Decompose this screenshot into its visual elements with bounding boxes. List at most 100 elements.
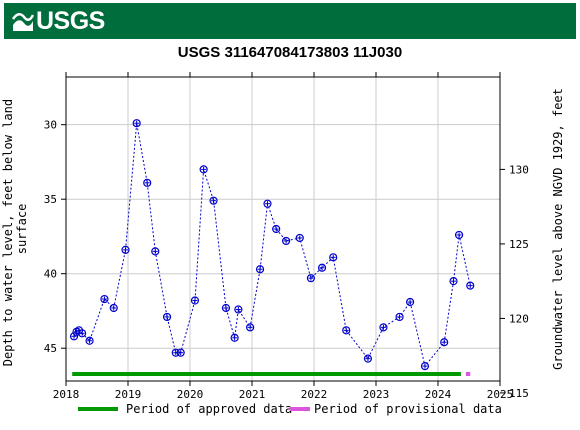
data-point-circle <box>306 274 315 283</box>
data-point-circle <box>69 332 79 341</box>
x-tick-label: 2025 <box>487 388 514 401</box>
data-point-circle <box>342 326 351 335</box>
data-point-circle <box>317 263 327 272</box>
data-point-circle <box>162 312 172 322</box>
x-tick-label: 2022 <box>301 388 328 401</box>
data-point-circle <box>234 305 243 314</box>
x-tick-label: 2020 <box>177 388 204 401</box>
data-point-circle <box>121 245 130 254</box>
data-point <box>379 323 388 332</box>
axis-ticks: 2018 2019 2020 2021 2022 2023 2024 2025 30 35 40 45… <box>44 72 529 401</box>
y-axis-left-label-line1: Depth to water level, feet below land <box>1 99 15 366</box>
series-line <box>73 123 471 368</box>
data-point-circle <box>272 224 281 234</box>
data-point <box>395 312 404 322</box>
data-point <box>162 312 172 322</box>
data-point-circle <box>363 354 373 363</box>
y-tick-label-left: 40 <box>44 268 57 281</box>
usgs-logo-text: USGS <box>36 7 105 35</box>
data-point <box>221 303 231 313</box>
data-point <box>420 361 430 371</box>
data-point <box>121 245 130 254</box>
data-point <box>199 165 208 174</box>
data-point <box>440 338 449 347</box>
data-point <box>282 236 291 246</box>
data-point <box>132 119 141 128</box>
data-point-circle <box>395 312 404 322</box>
data-point <box>317 263 327 272</box>
data-point-circle <box>176 348 185 357</box>
chart-title: USGS 311647084173803 11J030 <box>177 44 403 61</box>
data-point <box>363 354 373 363</box>
plot-frame <box>65 76 501 382</box>
data-point <box>209 196 218 205</box>
y-tick-label-right: 120 <box>509 312 529 325</box>
data-point <box>342 326 351 335</box>
data-point <box>78 329 87 338</box>
data-point <box>449 277 458 286</box>
x-tick-label: 2021 <box>239 388 266 401</box>
usgs-logo[interactable]: USGS <box>11 7 105 36</box>
data-point-circle <box>199 165 208 174</box>
data-point <box>100 294 109 304</box>
data-point-circle <box>282 236 291 246</box>
data-point <box>234 305 243 314</box>
data-point <box>263 199 272 208</box>
data-point-circle <box>209 196 218 205</box>
y-axis-right-label: Groundwater level above NGVD 1929, feet <box>551 88 565 370</box>
data-point-circle <box>78 329 87 338</box>
data-point <box>406 297 415 307</box>
data-point <box>151 247 160 256</box>
legend: Period of approved data Period of provis… <box>78 402 502 416</box>
x-tick-label: 2018 <box>53 388 80 401</box>
data-point <box>454 230 464 240</box>
y-tick-label-left: 45 <box>44 342 57 355</box>
data-point <box>85 336 94 345</box>
data-point-circle <box>295 233 304 243</box>
data-point <box>329 253 338 262</box>
data-point-circle <box>109 303 118 313</box>
data-point-circle <box>329 253 338 262</box>
data-point-circle <box>143 178 152 187</box>
y-tick-label-right: 130 <box>509 163 529 176</box>
y-tick-label-left: 30 <box>44 119 57 132</box>
data-point-circle <box>454 230 464 240</box>
x-tick-label: 2024 <box>425 388 452 401</box>
data-point-circle <box>100 294 109 304</box>
data-point <box>230 333 239 342</box>
data-point-circle <box>221 303 231 313</box>
data-point <box>143 178 152 187</box>
x-tick-label: 2019 <box>115 388 142 401</box>
data-point <box>466 281 475 290</box>
legend-approved-label: Period of approved data <box>126 402 292 416</box>
data-point <box>246 323 255 332</box>
data-point <box>109 303 118 313</box>
data-point-circle <box>246 323 255 332</box>
data-point <box>176 348 185 357</box>
y-tick-label-right: 125 <box>509 238 529 251</box>
x-tick-label: 2023 <box>363 388 390 401</box>
y-axis-left-label-line2: surface <box>15 204 29 255</box>
data-point-circle <box>449 277 458 286</box>
grid-lines <box>66 77 500 381</box>
legend-provisional-label: Period of provisional data <box>314 402 502 416</box>
y-axis-left-label: Depth to water level, feet below land su… <box>1 92 29 367</box>
data-point-circle <box>420 361 430 371</box>
data-point-circle <box>190 296 200 305</box>
data-point <box>190 296 200 305</box>
y-tick-label-left: 35 <box>44 193 57 206</box>
data-point-circle <box>379 323 388 332</box>
data-point-circle <box>151 247 160 256</box>
data-point <box>295 233 304 243</box>
y-tick-label-right: 115 <box>509 387 529 400</box>
data-point <box>306 274 315 283</box>
data-point-circle <box>132 119 141 128</box>
data-point-circle <box>230 333 239 342</box>
data-point-circle <box>263 199 272 208</box>
data-point-circle <box>406 297 415 307</box>
usgs-wave-icon <box>11 11 35 33</box>
data-point-circle <box>255 265 265 274</box>
usgs-banner: USGS <box>4 3 576 39</box>
data-point-circle <box>85 336 94 345</box>
